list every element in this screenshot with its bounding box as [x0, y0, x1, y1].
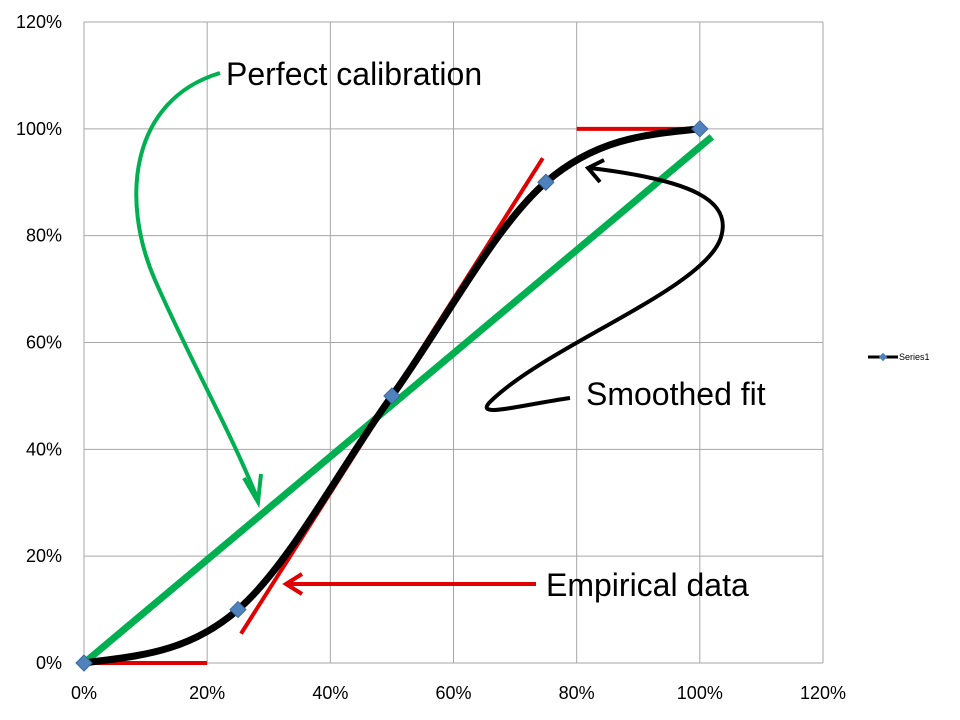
data-point-marker — [383, 387, 401, 405]
y-tick-label: 0% — [36, 653, 62, 673]
y-tick-label: 40% — [26, 439, 62, 459]
legend-entry-series1: Series1 — [899, 352, 930, 362]
y-tick-label: 60% — [26, 333, 62, 353]
x-tick-label: 40% — [312, 683, 348, 703]
data-point-marker — [75, 654, 93, 672]
annotations-layer: Perfect calibration Smoothed fit Empiric… — [226, 56, 766, 603]
perfect-calibration-line — [81, 134, 715, 666]
perfect-calibration-arrowhead — [242, 473, 263, 509]
legend: Series1 — [868, 352, 930, 362]
x-tick-label: 120% — [800, 683, 846, 703]
y-tick-label: 120% — [16, 12, 62, 32]
y-axis-ticks: 0% 20% 40% 60% 80% 100% 120% — [16, 12, 62, 673]
smoothed-fit-arrowhead — [584, 158, 605, 184]
empirical-data-arrowhead — [282, 572, 304, 596]
x-tick-label: 0% — [71, 683, 97, 703]
smoothed-fit-arrow — [484, 166, 725, 412]
y-tick-label: 80% — [26, 226, 62, 246]
annotation-smoothed-fit: Smoothed fit — [586, 376, 766, 412]
series-layer — [75, 120, 709, 672]
data-point-marker — [537, 173, 555, 191]
annotation-arrows — [134, 71, 725, 596]
y-tick-label: 20% — [26, 546, 62, 566]
x-tick-label: 80% — [559, 683, 595, 703]
x-tick-label: 100% — [677, 683, 723, 703]
data-point-marker — [229, 600, 247, 619]
annotation-empirical-data: Empirical data — [546, 567, 749, 603]
legend-swatch-marker — [878, 352, 888, 362]
x-axis-ticks: 0% 20% 40% 60% 80% 100% 120% — [71, 683, 846, 703]
perfect-calibration-layer — [81, 134, 715, 666]
perfect-calibration-arrow — [134, 71, 260, 501]
x-tick-label: 60% — [435, 683, 471, 703]
y-tick-label: 100% — [16, 119, 62, 139]
annotation-perfect-calibration: Perfect calibration — [226, 56, 482, 92]
x-tick-label: 20% — [189, 683, 225, 703]
data-point-marker — [691, 120, 709, 138]
